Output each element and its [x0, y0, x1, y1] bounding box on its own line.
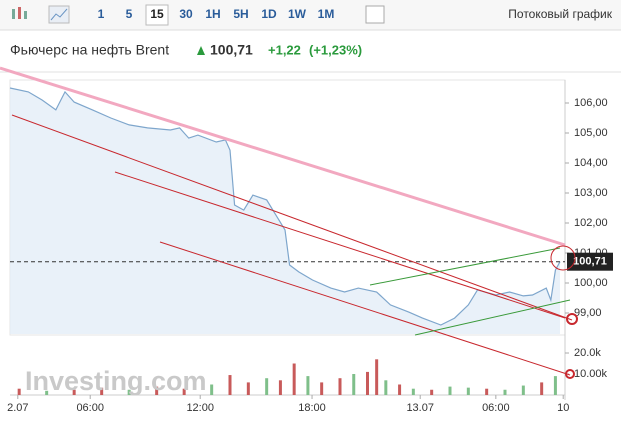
change: +1,22 — [268, 42, 301, 57]
interval-button[interactable]: 30 — [179, 7, 193, 21]
volume-bar — [398, 384, 402, 395]
marker — [566, 313, 578, 325]
volume-bar — [384, 380, 388, 395]
y-tick-label: 102,00 — [574, 217, 608, 229]
interval-button[interactable]: 1D — [261, 7, 277, 21]
y-tick-label: 106,00 — [574, 97, 608, 109]
volume-bar — [352, 374, 356, 395]
interval-button[interactable]: 1 — [98, 7, 105, 21]
interval-button[interactable]: 1M — [318, 7, 335, 21]
volume-bar — [503, 389, 507, 395]
volume-bar — [375, 359, 379, 395]
current-price-label: 100,71 — [573, 256, 607, 268]
volume-bar — [540, 382, 544, 395]
toolbar — [0, 0, 621, 30]
x-tick-label: 12:00 — [186, 402, 214, 414]
volume-bar — [45, 390, 49, 395]
volume-bar — [338, 378, 342, 395]
y-tick-label: 99,00 — [574, 307, 602, 319]
y-tick-label: 103,00 — [574, 187, 608, 199]
volume-bar — [306, 376, 310, 395]
stream-link[interactable]: Потоковый график — [508, 7, 612, 21]
volume-bar — [521, 385, 525, 395]
volume-bar — [182, 388, 186, 395]
volume-bar — [485, 388, 489, 395]
highlight-circle — [550, 245, 576, 271]
x-tick-label: 06:00 — [76, 402, 104, 414]
volume-bar — [278, 380, 282, 395]
volume-bar — [228, 375, 232, 395]
volume-bar — [72, 389, 76, 395]
x-tick-label: 18:00 — [298, 402, 326, 414]
volume-bar — [292, 363, 296, 395]
interval-button[interactable]: 5H — [233, 7, 248, 21]
channel-line[interactable] — [414, 299, 571, 336]
interval-button[interactable]: 15 — [150, 7, 164, 21]
interval-button[interactable]: 1H — [205, 7, 220, 21]
channel-line[interactable] — [369, 247, 561, 286]
volume-bar — [265, 378, 269, 395]
change-pct: (+1,23%) — [309, 42, 362, 57]
interval-selected — [145, 4, 169, 26]
last-price: 100,71 — [210, 42, 253, 58]
trend-line[interactable] — [0, 66, 566, 247]
volume-bar — [366, 371, 369, 395]
marker — [565, 369, 575, 379]
y-tick-label: 104,00 — [574, 157, 608, 169]
volume-tick-label: 10.00k — [574, 368, 608, 380]
x-tick-label: 10 — [557, 402, 569, 414]
volume-bar — [100, 387, 104, 395]
volume-bar — [411, 388, 415, 395]
settings-icon[interactable] — [365, 5, 385, 24]
volume-bar — [210, 384, 214, 395]
y-tick-label: 100,00 — [574, 277, 608, 289]
channel-line[interactable] — [159, 241, 571, 376]
channel-line[interactable] — [114, 171, 566, 319]
volume-bar — [553, 376, 557, 395]
candle-icon[interactable] — [12, 7, 27, 19]
channel-line[interactable] — [11, 114, 573, 321]
x-tick-label: 2.07 — [7, 402, 28, 414]
price-area — [10, 88, 560, 334]
volume-bar — [320, 382, 324, 395]
area-icon[interactable] — [48, 5, 70, 24]
watermark: Investing.com — [25, 366, 207, 396]
volume-bar — [17, 388, 21, 395]
x-tick-label: 06:00 — [482, 402, 510, 414]
volume-bar — [246, 382, 250, 395]
current-price-box — [567, 252, 613, 271]
up-arrow — [197, 46, 205, 55]
interval-button[interactable]: 5 — [126, 7, 133, 21]
volume-bar — [430, 389, 434, 395]
volume-bar — [127, 389, 131, 395]
volume-bar — [448, 386, 452, 395]
volume-bar — [466, 387, 470, 395]
volume-bar — [155, 386, 159, 395]
x-tick-label: 13.07 — [406, 402, 434, 414]
instrument-title: Фьючерс на нефть Brent — [10, 42, 169, 58]
volume-tick-label: 20.0k — [574, 347, 601, 359]
y-tick-label: 105,00 — [574, 127, 608, 139]
interval-button[interactable]: 1W — [288, 7, 307, 21]
